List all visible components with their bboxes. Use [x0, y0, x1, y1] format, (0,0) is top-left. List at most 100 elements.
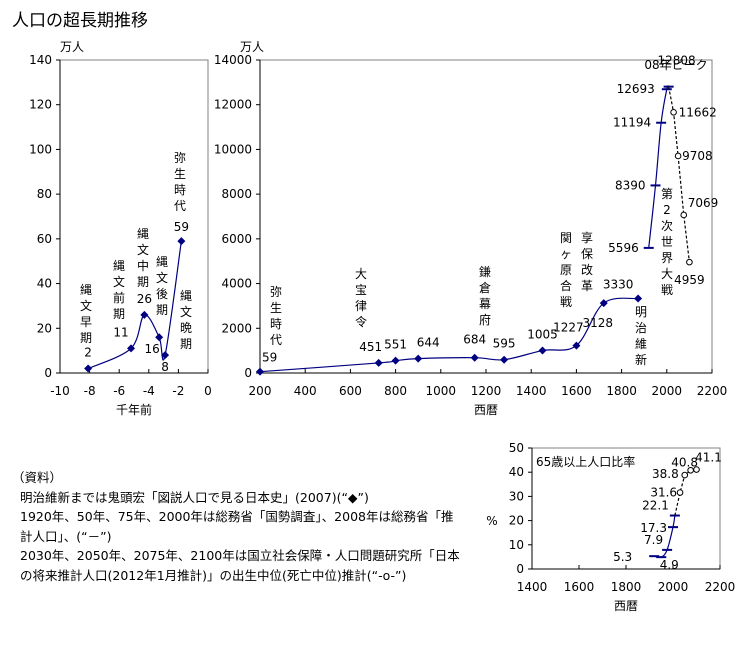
y-tick-label: 40 [509, 465, 524, 479]
data-point-circle [681, 471, 689, 479]
vertical-char: 縄 [137, 226, 149, 241]
data-label: 31.6 [650, 486, 677, 500]
data-point-diamond [599, 299, 608, 308]
y-tick-label: 50 [509, 441, 524, 455]
data-label: 4959 [674, 273, 705, 287]
vertical-char: 期 [113, 307, 125, 321]
vertical-char: 合 [560, 278, 572, 293]
data-label: 644 [417, 336, 440, 350]
aging-y-axis-title: % [486, 514, 497, 528]
x-tick-label: 0 [204, 384, 212, 398]
data-label: 595 [493, 337, 516, 351]
y-tick-label: 2000 [221, 321, 252, 335]
x-tick-label: -6 [113, 384, 125, 398]
x-tick-label: 2200 [697, 384, 728, 398]
y-tick-label: 40 [37, 277, 52, 291]
data-label: 59 [174, 220, 189, 234]
vertical-char: 縄 [180, 288, 192, 303]
data-label: 38.8 [652, 467, 679, 481]
y-tick-label: 120 [29, 98, 52, 112]
data-label: 2 [84, 346, 92, 360]
vertical-char: 代 [174, 199, 186, 213]
y-tick-label: 14000 [214, 53, 252, 67]
vertical-char: 原 [560, 263, 572, 277]
note-line: 明治維新までは鬼頭宏「図説人口で見る日本史」(2007)(“◆”) [20, 489, 369, 505]
vertical-char: 幕 [479, 297, 491, 311]
x-tick-label: 600 [339, 384, 362, 398]
data-point-diamond [414, 354, 423, 363]
y-tick-label: 60 [37, 232, 52, 246]
data-label: 4.9 [660, 558, 679, 572]
vertical-char: 縄 [80, 282, 92, 297]
data-point-circle [676, 489, 684, 496]
vertical-char: 世 [661, 235, 673, 249]
y-tick-label: 10000 [214, 142, 252, 156]
y-tick-label: 8000 [221, 187, 252, 201]
data-label: 16 [145, 342, 160, 356]
vertical-char: 文 [80, 298, 92, 313]
y-tick-label: 0 [516, 562, 524, 576]
data-label: 17.3 [640, 521, 667, 535]
data-point-diamond [470, 353, 479, 362]
data-point-diamond [572, 341, 581, 350]
y-tick-label: 0 [244, 366, 252, 380]
data-label: 1005 [527, 328, 558, 342]
y-tick-label: 140 [29, 53, 52, 67]
vertical-char: 府 [479, 312, 491, 327]
x-tick-label: 1400 [516, 384, 547, 398]
vertical-char: 期 [80, 331, 92, 345]
historic-series-line [259, 297, 639, 373]
vertical-char: 文 [137, 242, 149, 257]
peak-annotation: 08年ピーク [644, 58, 707, 72]
y-tick-label: 6000 [221, 232, 252, 246]
x-tick-label: 1200 [471, 384, 502, 398]
data-point-diamond [634, 294, 643, 303]
data-point-diamond [84, 364, 93, 373]
vertical-char: 期 [137, 275, 149, 289]
prehistoric-x-axis-title: 千年前 [116, 402, 152, 417]
y-tick-label: 12000 [214, 98, 252, 112]
data-label: 12808 [658, 54, 696, 68]
y-tick-label: 20 [509, 514, 524, 528]
vertical-char: 関 [560, 231, 572, 245]
vertical-char: 縄 [113, 258, 125, 273]
vertical-char: 弥 [270, 284, 282, 299]
page-title: 人口の超長期推移 [12, 11, 148, 31]
vertical-char: 第 [661, 187, 673, 201]
vertical-char: 戦 [661, 283, 673, 297]
data-label: 11 [113, 325, 128, 339]
vertical-char: 文 [180, 304, 192, 319]
x-tick-label: 1000 [426, 384, 457, 398]
vertical-char: 令 [355, 314, 367, 329]
source-notes: （資料） 明治維新までは鬼頭宏「図説人口で見る日本史」(2007)(“◆”) 1… [12, 468, 460, 585]
data-label: 8390 [615, 178, 646, 192]
data-label: 9708 [682, 149, 713, 163]
vertical-char: 明 [635, 305, 647, 319]
note-line: 1920年、50年、75年、2000年は総務省「国勢調査」、2008年は総務省「… [20, 509, 454, 544]
vertical-char: 早 [80, 315, 92, 329]
vertical-char: 倉 [479, 280, 491, 295]
y-tick-label: 80 [37, 187, 52, 201]
x-tick-label: 200 [249, 384, 272, 398]
data-label: 22.1 [642, 499, 669, 513]
data-point-diamond [256, 367, 264, 376]
data-label: 26 [137, 292, 152, 306]
data-point-circle [686, 258, 693, 266]
data-point-diamond [374, 358, 383, 367]
x-tick-label: 1800 [611, 580, 642, 594]
data-point-diamond [127, 344, 136, 353]
data-label: 1227 [553, 321, 584, 335]
data-point-diamond [391, 356, 400, 365]
vertical-char: 保 [581, 247, 593, 261]
x-tick-label: -2 [172, 384, 184, 398]
vertical-char: 晩 [180, 321, 192, 335]
vertical-char: 生 [174, 167, 186, 181]
data-label: 5596 [608, 241, 639, 255]
x-tick-label: 2000 [652, 384, 683, 398]
vertical-char: 縄 [156, 254, 168, 269]
